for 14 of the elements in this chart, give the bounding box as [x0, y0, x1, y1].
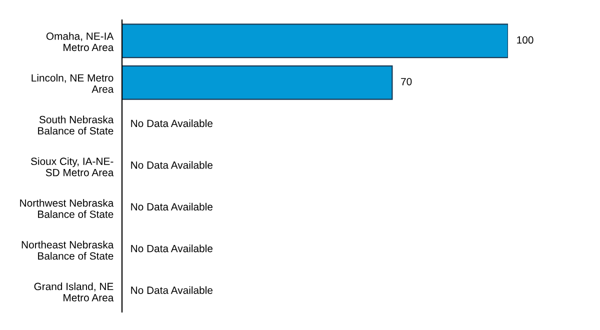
data-label: 70 — [401, 78, 412, 86]
text: No Data Available — [131, 119, 212, 128]
data-label: 100 — [517, 36, 534, 44]
text: No Data Available — [131, 244, 212, 252]
y-tick-label: Omaha, NE-IA Metro Area — [46, 32, 114, 52]
text: No Data Available — [131, 286, 212, 294]
y-tick-label: South Nebraska Balance of State — [38, 116, 114, 135]
y-tick-label: Grand Island, NE Metro Area — [34, 282, 114, 302]
y-tick-label: Northwest Nebraska Balance of State — [20, 199, 114, 218]
text: No Data Available — [131, 202, 212, 211]
text: No Data Available — [131, 161, 212, 169]
y-tick-label: Lincoln, NE Metro Area — [32, 74, 114, 93]
y-tick-label: Sioux City, IA-NE- SD Metro Area — [30, 157, 114, 176]
y-tick-label: Northeast Nebraska Balance of State — [22, 240, 114, 260]
